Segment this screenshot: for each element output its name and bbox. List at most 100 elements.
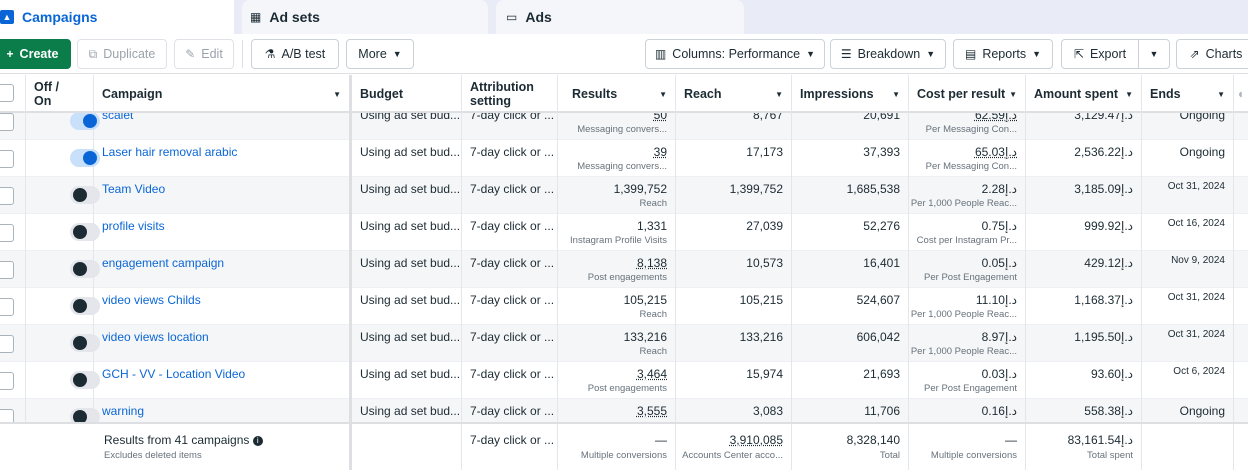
- campaign-name-link[interactable]: engagement campaign: [102, 256, 225, 270]
- row-checkbox[interactable]: [0, 409, 14, 422]
- tab-bar: ▲ Campaigns ▦ Ad sets ▭ Ads: [0, 0, 1248, 34]
- duplicate-button[interactable]: ⧉ Duplicate: [77, 39, 167, 69]
- campaign-name-link[interactable]: scalet: [102, 108, 134, 122]
- sort-icon[interactable]: ▼: [333, 89, 341, 99]
- campaign-name-link[interactable]: GCH - VV - Location Video: [102, 367, 246, 381]
- tab-campaigns[interactable]: ▲ Campaigns: [0, 0, 234, 34]
- export-dropdown-button[interactable]: ▼: [1138, 39, 1170, 69]
- campaign-name-link[interactable]: Team Video: [102, 182, 166, 196]
- spent-cell: 3,129.47د.إ: [1026, 113, 1142, 140]
- column-campaign[interactable]: Campaign ▼: [94, 75, 352, 113]
- column-budget[interactable]: Budget: [352, 75, 462, 113]
- sort-icon[interactable]: ▼: [659, 89, 667, 99]
- table-row[interactable]: Laser hair removal arabic Using ad set b…: [0, 140, 1248, 177]
- toggle-knob: [73, 188, 87, 202]
- status-toggle[interactable]: [70, 260, 100, 278]
- cpr-sub: Per Messaging Con...: [925, 124, 1017, 135]
- column-amount-spent[interactable]: Amount spent ▼: [1026, 75, 1142, 113]
- footer-results-value: —: [655, 433, 667, 447]
- row-select-cell: [0, 288, 26, 325]
- campaign-header-label: Campaign: [102, 87, 163, 101]
- impressions-value: 606,042: [856, 330, 900, 344]
- cpr-value: 8.97د.إ: [981, 330, 1017, 344]
- scroll-right-icon[interactable]: ◐: [1238, 87, 1246, 101]
- sort-icon[interactable]: ▼: [1009, 89, 1017, 99]
- status-toggle[interactable]: [70, 113, 100, 130]
- status-toggle[interactable]: [70, 371, 100, 389]
- campaign-name-link[interactable]: warning: [102, 404, 145, 418]
- columns-button[interactable]: ▥ Columns: Performance ▼: [645, 39, 825, 69]
- table-row[interactable]: warning Using ad set bud... 7-day click …: [0, 399, 1248, 422]
- status-toggle[interactable]: [70, 186, 100, 204]
- row-select-cell: [0, 362, 26, 399]
- table-row[interactable]: video views location Using ad set bud...…: [0, 325, 1248, 362]
- footer-ends: [1142, 424, 1234, 470]
- cpr-sub: Per 1,000 People Reac...: [910, 346, 1017, 357]
- row-toggle-cell: [26, 140, 100, 177]
- campaign-name-link[interactable]: video views Childs: [102, 293, 201, 307]
- column-impressions[interactable]: Impressions ▼: [792, 75, 909, 113]
- row-checkbox[interactable]: [0, 335, 14, 353]
- create-button[interactable]: + Create: [0, 39, 71, 69]
- row-checkbox[interactable]: [0, 261, 14, 279]
- export-button[interactable]: ⇱ Export: [1061, 39, 1139, 69]
- column-offon[interactable]: Off / On: [26, 75, 94, 113]
- results-header-label: Results: [572, 87, 618, 101]
- attribution-cell: 7-day click or ...: [462, 251, 558, 288]
- select-all-checkbox[interactable]: [0, 84, 14, 102]
- info-icon[interactable]: i: [252, 435, 263, 446]
- campaign-name-link[interactable]: profile visits: [102, 219, 165, 233]
- status-toggle[interactable]: [70, 297, 100, 315]
- table-row[interactable]: profile visits Using ad set bud... 7-day…: [0, 214, 1248, 251]
- report-icon: ▤: [964, 47, 977, 61]
- row-select-cell: [0, 177, 26, 214]
- status-toggle[interactable]: [70, 149, 100, 167]
- breakdown-icon: ☰: [840, 47, 852, 61]
- row-toggle-cell: [26, 113, 100, 140]
- table-row[interactable]: GCH - VV - Location Video Using ad set b…: [0, 362, 1248, 399]
- table-row[interactable]: scalet Using ad set bud... 7-day click o…: [0, 108, 1248, 140]
- column-cost-per-result[interactable]: Cost per result ▼: [909, 75, 1026, 113]
- charts-button[interactable]: ⇗ Charts: [1176, 39, 1248, 69]
- row-toggle-cell: [26, 399, 100, 422]
- status-toggle[interactable]: [70, 223, 100, 241]
- column-attribution[interactable]: Attribution setting: [462, 75, 558, 113]
- attribution-value: 7-day click or ...: [470, 219, 555, 233]
- columns-label: Columns: Performance: [672, 47, 801, 61]
- column-reach[interactable]: Reach ▼: [676, 75, 792, 113]
- row-checkbox[interactable]: [0, 298, 14, 316]
- status-toggle[interactable]: [70, 408, 100, 422]
- row-select-cell: [0, 140, 26, 177]
- attribution-value: 7-day click or ...: [470, 367, 555, 381]
- attribution-cell: 7-day click or ...: [462, 140, 558, 177]
- ab-test-button[interactable]: ⚗ A/B test: [251, 39, 339, 69]
- row-checkbox[interactable]: [0, 187, 14, 205]
- ends-cell: Ongoing: [1142, 113, 1234, 140]
- campaign-name-link[interactable]: Laser hair removal arabic: [102, 145, 238, 159]
- reports-button[interactable]: ▤ Reports ▼: [953, 39, 1053, 69]
- campaign-name-link[interactable]: video views location: [102, 330, 209, 344]
- column-results[interactable]: Results ▼: [558, 75, 676, 113]
- breakdown-button[interactable]: ☰ Breakdown ▼: [830, 39, 946, 69]
- table-row[interactable]: video views Childs Using ad set bud... 7…: [0, 288, 1248, 325]
- sort-icon[interactable]: ▼: [892, 89, 900, 99]
- table-row[interactable]: engagement campaign Using ad set bud... …: [0, 251, 1248, 288]
- spent-cell: 3,185.09د.إ: [1026, 177, 1142, 214]
- column-ends[interactable]: Ends ▼: [1142, 75, 1234, 113]
- row-checkbox[interactable]: [0, 113, 14, 131]
- cpr-sub: Per Messaging Con...: [925, 161, 1017, 172]
- footer-impressions-value: 8,328,140: [846, 433, 900, 447]
- status-toggle[interactable]: [70, 334, 100, 352]
- row-checkbox[interactable]: [0, 150, 14, 168]
- sort-icon[interactable]: ▼: [775, 89, 783, 99]
- more-button[interactable]: More ▼: [346, 39, 414, 69]
- tab-adsets[interactable]: ▦ Ad sets: [242, 0, 488, 34]
- row-checkbox[interactable]: [0, 224, 14, 242]
- sort-icon[interactable]: ▼: [1217, 89, 1225, 99]
- sort-icon[interactable]: ▼: [1125, 89, 1133, 99]
- edit-button[interactable]: ✎ Edit: [174, 39, 234, 69]
- table-row[interactable]: Team Video Using ad set bud... 7-day cli…: [0, 177, 1248, 214]
- spent-cell: 999.92د.إ: [1026, 214, 1142, 251]
- row-checkbox[interactable]: [0, 372, 14, 390]
- tab-ads[interactable]: ▭ Ads: [496, 0, 744, 34]
